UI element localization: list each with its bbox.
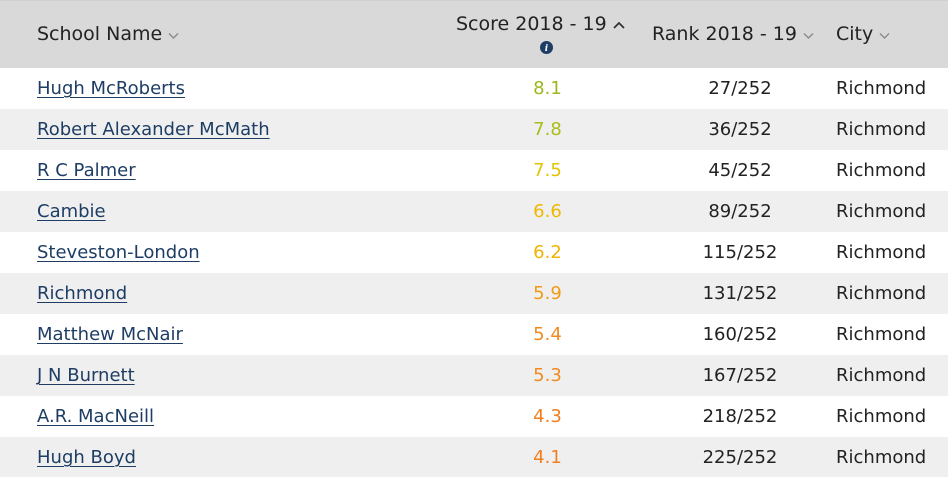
header-city-label: City xyxy=(836,23,874,45)
header-school-name[interactable]: School Name xyxy=(37,23,179,45)
chevron-up-icon xyxy=(613,13,625,35)
table-row: Richmond 5.9 131/252 Richmond xyxy=(0,273,948,314)
header-rank[interactable]: Rank 2018 - 19 xyxy=(652,23,814,45)
school-name-cell: Matthew McNair xyxy=(37,314,183,355)
rank-cell: 131/252 xyxy=(702,283,778,304)
school-name-cell: Steveston-London xyxy=(37,232,200,273)
header-city[interactable]: City xyxy=(836,23,890,45)
table-row: J N Burnett 5.3 167/252 Richmond xyxy=(0,355,948,396)
header-school-name-label: School Name xyxy=(37,23,163,45)
city-cell: Richmond xyxy=(836,242,927,263)
header-rank-label: Rank 2018 - 19 xyxy=(652,23,797,45)
school-name-cell: Richmond xyxy=(37,273,127,314)
city-cell: Richmond xyxy=(836,365,927,386)
table-row: Hugh McRoberts 8.1 27/252 Richmond xyxy=(0,68,948,109)
school-name-cell: Hugh McRoberts xyxy=(37,68,185,109)
rank-cell: 89/252 xyxy=(708,201,772,222)
school-name-link[interactable]: Hugh McRoberts xyxy=(37,78,185,99)
header-score[interactable]: Score 2018 - 19 xyxy=(456,13,625,35)
school-name-link[interactable]: A.R. MacNeill xyxy=(37,406,155,427)
school-name-link[interactable]: Richmond xyxy=(37,283,128,304)
city-cell: Richmond xyxy=(836,324,927,345)
school-name-cell: Robert Alexander McMath xyxy=(37,109,270,150)
school-name-cell: Cambie xyxy=(37,191,106,232)
table-row: Robert Alexander McMath 7.8 36/252 Richmond xyxy=(0,109,948,150)
chevron-down-icon xyxy=(879,23,890,45)
score-cell: 4.3 xyxy=(533,406,562,427)
table-row: Hugh Boyd 4.1 225/252 Richmond xyxy=(0,437,948,477)
city-cell: Richmond xyxy=(836,447,927,468)
rank-cell: 218/252 xyxy=(702,406,778,427)
score-cell: 8.1 xyxy=(533,78,562,99)
school-name-cell: Hugh Boyd xyxy=(37,437,136,477)
rank-cell: 225/252 xyxy=(702,447,778,468)
city-cell: Richmond xyxy=(836,283,927,304)
school-name-link[interactable]: Hugh Boyd xyxy=(37,447,136,468)
score-cell: 5.9 xyxy=(533,283,562,304)
table-row: Matthew McNair 5.4 160/252 Richmond xyxy=(0,314,948,355)
city-cell: Richmond xyxy=(836,160,927,181)
school-name-cell: R C Palmer xyxy=(37,150,136,191)
score-cell: 5.3 xyxy=(533,365,562,386)
city-cell: Richmond xyxy=(836,78,927,99)
score-cell: 7.8 xyxy=(533,119,562,140)
table-row: Cambie 6.6 89/252 Richmond xyxy=(0,191,948,232)
school-name-link[interactable]: Robert Alexander McMath xyxy=(37,119,270,140)
score-cell: 5.4 xyxy=(533,324,562,345)
header-score-label: Score 2018 - 19 xyxy=(456,13,607,35)
table-header: School Name Score 2018 - 19 i Rank 2018 … xyxy=(0,0,948,68)
chevron-down-icon xyxy=(168,23,179,45)
city-cell: Richmond xyxy=(836,201,927,222)
school-name-link[interactable]: R C Palmer xyxy=(37,160,136,181)
svg-text:i: i xyxy=(545,44,549,54)
school-name-cell: A.R. MacNeill xyxy=(37,396,154,437)
rank-cell: 115/252 xyxy=(702,242,778,263)
rank-cell: 45/252 xyxy=(708,160,772,181)
table-row: A.R. MacNeill 4.3 218/252 Richmond xyxy=(0,396,948,437)
score-cell: 7.5 xyxy=(533,160,562,181)
school-name-cell: J N Burnett xyxy=(37,355,135,396)
chevron-down-icon xyxy=(803,23,814,45)
score-cell: 6.6 xyxy=(533,201,562,222)
table-row: R C Palmer 7.5 45/252 Richmond xyxy=(0,150,948,191)
rank-cell: 36/252 xyxy=(708,119,772,140)
school-name-link[interactable]: Cambie xyxy=(37,201,106,222)
city-cell: Richmond xyxy=(836,119,927,140)
school-name-link[interactable]: Matthew McNair xyxy=(37,324,183,345)
school-name-link[interactable]: J N Burnett xyxy=(37,365,135,386)
info-icon[interactable]: i xyxy=(540,39,553,54)
score-cell: 6.2 xyxy=(533,242,562,263)
rank-cell: 27/252 xyxy=(708,78,772,99)
rank-cell: 167/252 xyxy=(702,365,778,386)
school-name-link[interactable]: Steveston-London xyxy=(37,242,200,263)
rank-cell: 160/252 xyxy=(702,324,778,345)
city-cell: Richmond xyxy=(836,406,927,427)
score-cell: 4.1 xyxy=(533,447,562,468)
table-row: Steveston-London 6.2 115/252 Richmond xyxy=(0,232,948,273)
